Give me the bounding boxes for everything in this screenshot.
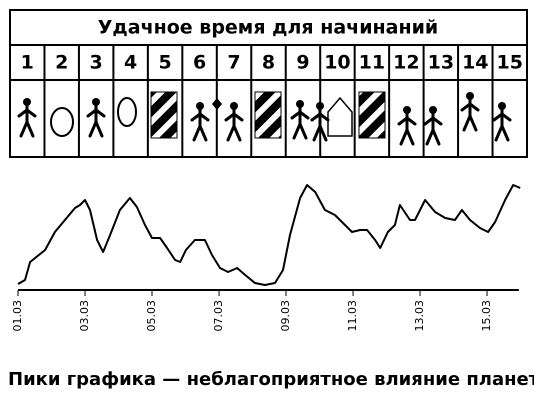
icon [397,104,417,146]
day-label: 2 [55,52,68,74]
icon [86,96,106,138]
icon [117,97,137,127]
day-label: 5 [158,52,171,74]
icon [17,96,37,138]
icon [423,104,443,146]
icon [224,100,244,142]
table: Удачное время для начинаний [9,9,528,158]
icon [50,107,74,137]
icon [190,100,210,142]
day-label: 10 [324,52,350,74]
icon [492,100,512,142]
day-label: 8 [262,52,275,74]
icon [460,90,480,132]
day-label: 7 [227,52,240,74]
hatched-icon [358,91,386,139]
x-tick-label: 09.03 [279,300,292,332]
icon [290,98,310,140]
x-tick-label: 01.03 [11,300,24,332]
hatched-icon [254,91,282,139]
day-label: 4 [124,52,137,74]
day-label: 9 [296,52,309,74]
day-label: 1 [21,52,34,74]
x-tick-label: 03.03 [78,300,91,332]
caption: Пики графика — неблагоприятное влияние п… [8,369,534,390]
day-label: 3 [90,52,103,74]
day-label: 11 [359,52,385,74]
line [17,184,521,286]
x-tick-label: 15.03 [480,300,493,332]
day-label: 14 [462,52,488,74]
day-label: 12 [393,52,419,74]
table-title: Удачное время для начинаний [98,17,438,39]
x-tick-label: 11.03 [346,300,359,332]
hatched-icon [150,91,178,139]
x-tick-label: 13.03 [413,300,426,332]
x-tick-label: 07.03 [212,300,225,332]
icon [327,96,353,137]
day-label: 6 [193,52,206,74]
day-label: 13 [428,52,454,74]
x-tick-label: 05.03 [145,300,158,332]
day-label: 15 [497,52,523,74]
table-border [9,9,528,158]
